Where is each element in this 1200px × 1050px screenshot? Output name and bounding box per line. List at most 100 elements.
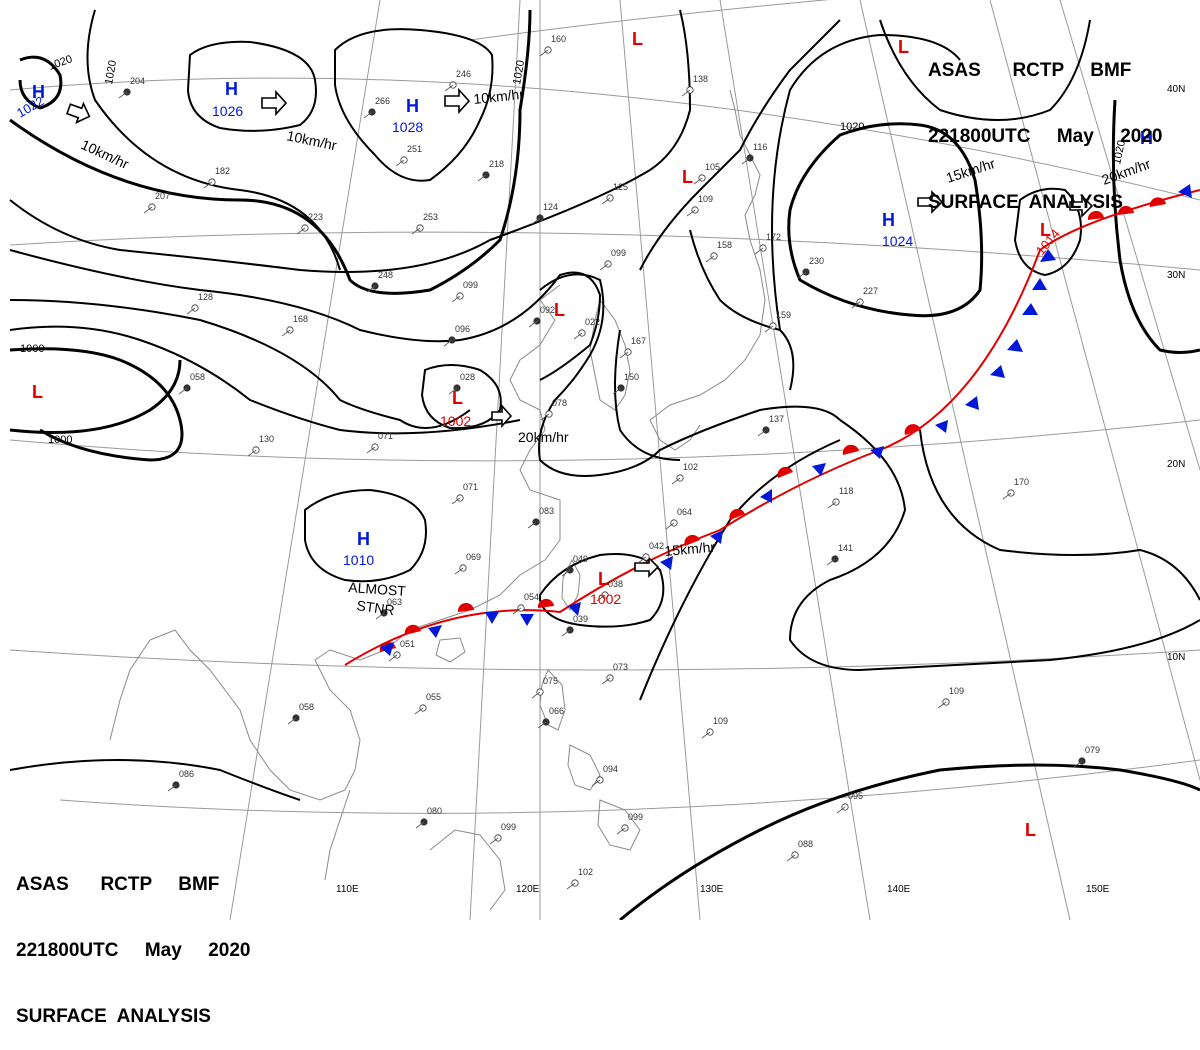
wind-barb	[616, 827, 626, 835]
station-plot: 042	[637, 541, 664, 564]
station-plot: 055	[414, 692, 441, 715]
station-plot: 086	[167, 769, 194, 792]
station-pressure: 109	[713, 716, 728, 726]
station-plot: 095	[836, 791, 863, 814]
low-center: L	[1025, 820, 1036, 840]
wind-barb	[573, 332, 583, 340]
wind-barb	[681, 89, 691, 97]
footer-line-1: ASAS RCTP BMF	[16, 874, 220, 895]
station-plot: 150	[612, 372, 639, 395]
station-plot: 071	[451, 482, 478, 505]
movement-arrows	[65, 87, 1094, 578]
station-plot: 130	[247, 434, 274, 457]
station-plot: 227	[851, 286, 878, 309]
footer-line-2: 221800UTC May 2020	[16, 940, 251, 961]
isobar-label: 1020	[511, 59, 527, 85]
station-plot: 075	[531, 676, 558, 699]
isobar-label: 1000	[20, 343, 44, 355]
station-plot: 063	[375, 597, 402, 620]
station-plot: 099	[489, 822, 516, 845]
station-plot: 246	[444, 69, 471, 92]
station-plot: 049	[561, 554, 588, 577]
station-plot: 078	[540, 398, 567, 421]
station-plot: 168	[281, 314, 308, 337]
wind-barb	[741, 157, 751, 165]
station-plot: 218	[477, 159, 504, 182]
station-pressure: 073	[613, 662, 628, 672]
wind-barb	[528, 320, 538, 328]
station-pressure: 223	[308, 212, 323, 222]
wind-barb	[531, 217, 541, 225]
station-pressure: 182	[215, 166, 230, 176]
low-center: L	[1040, 220, 1051, 240]
wind-barb	[754, 247, 764, 255]
station-plot: 079	[1073, 745, 1100, 768]
station-plot: 094	[591, 764, 618, 787]
station-plot: 167	[619, 336, 646, 359]
station-plot: 223	[296, 212, 323, 235]
station-plot: 230	[797, 256, 824, 279]
station-plot: 099	[616, 812, 643, 835]
station-pressure: 159	[776, 310, 791, 320]
station-plot: 066	[537, 706, 564, 729]
station-pressure: 058	[190, 372, 205, 382]
wind-barb	[786, 854, 796, 862]
station-pressure: 063	[387, 597, 402, 607]
station-pressure: 058	[299, 702, 314, 712]
station-plot: 092	[528, 305, 555, 328]
wind-barb	[527, 521, 537, 529]
station-pressure: 246	[456, 69, 471, 79]
wind-barb	[827, 501, 837, 509]
station-pressure: 022	[585, 317, 600, 327]
station-pressure: 099	[628, 812, 643, 822]
station-pressure: 069	[466, 552, 481, 562]
wind-barb	[764, 325, 774, 333]
station-plot: 102	[671, 462, 698, 485]
station-pressure: 168	[293, 314, 308, 324]
station-plot: 054	[512, 592, 539, 615]
wind-barb	[601, 197, 611, 205]
wind-barb	[118, 91, 128, 99]
station-pressure: 158	[717, 240, 732, 250]
high-center: H	[225, 79, 238, 99]
wind-barb	[561, 629, 571, 637]
wind-barb	[167, 784, 177, 792]
station-pressure: 150	[624, 372, 639, 382]
wind-barb	[693, 177, 703, 185]
station-plot: 253	[411, 212, 438, 235]
movement-speed: 15km/hr	[664, 539, 716, 559]
station-pressure: 038	[608, 579, 623, 589]
low-center: L	[632, 29, 643, 49]
station-plot: 141	[826, 543, 853, 566]
station-pressure: 075	[543, 676, 558, 686]
movement-speed: 20km/hr	[518, 429, 569, 445]
wind-barb	[414, 707, 424, 715]
station-pressure: 080	[427, 806, 442, 816]
station-plot: 137	[757, 414, 784, 437]
header-line-1: ASAS RCTP BMF	[928, 60, 1132, 81]
station-plot: 071	[366, 431, 393, 454]
station-plot: 138	[681, 74, 708, 97]
station-pressure: 099	[611, 248, 626, 258]
station-pressure: 204	[130, 76, 145, 86]
lon-label: 110E	[336, 884, 359, 895]
station-plot: 099	[451, 280, 478, 303]
station-plot: 118	[827, 486, 853, 509]
station-plot: 105	[693, 162, 720, 185]
note-stnr: STNR	[356, 597, 396, 618]
station-pressure: 071	[378, 431, 393, 441]
station-plot: 125	[601, 182, 628, 205]
station-plot: 102	[566, 867, 593, 890]
wind-barb	[395, 159, 405, 167]
station-plot: 170	[1002, 477, 1029, 500]
station-plot: 116	[741, 142, 767, 165]
wind-barb	[454, 567, 464, 575]
coastlines	[109, 89, 766, 911]
station-pressure: 172	[766, 232, 781, 242]
wind-barb	[540, 413, 550, 421]
wind-barb	[619, 351, 629, 359]
wind-barb	[599, 263, 609, 271]
wind-barb	[937, 701, 947, 709]
station-plot: 172	[754, 232, 781, 255]
